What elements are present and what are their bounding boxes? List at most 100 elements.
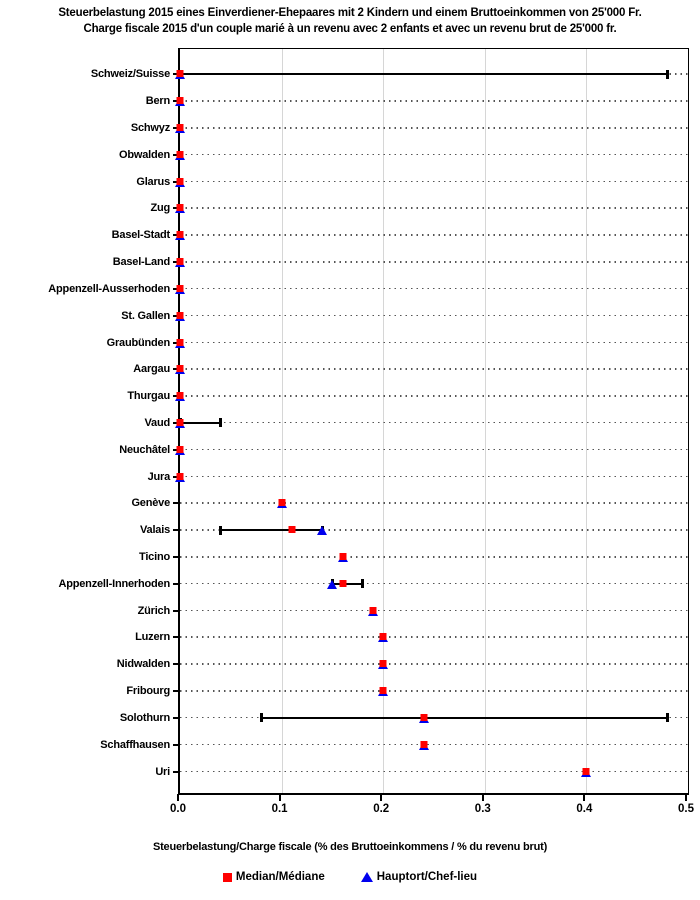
x-axis-tickmark (685, 794, 687, 801)
y-axis-tick (173, 556, 178, 559)
chart-row: Ticino (139, 544, 688, 571)
chart-row: St. Gallen (121, 302, 688, 329)
x-axis-tickmark (583, 794, 586, 801)
median-marker (176, 365, 184, 373)
median-marker (278, 499, 286, 507)
row-dotted-gridline (180, 368, 688, 370)
y-axis-tick (173, 529, 178, 532)
y-axis-tick (173, 636, 178, 639)
x-axis-tick-label: 0.1 (271, 803, 288, 815)
row-dotted-gridline (180, 475, 688, 478)
median-marker (176, 124, 184, 132)
chart-row: Fribourg (126, 678, 688, 705)
chart-row: Obwalden (119, 141, 688, 168)
vertical-gridline (586, 49, 588, 793)
median-marker (379, 633, 387, 641)
y-axis-tick (173, 663, 178, 666)
median-marker (339, 553, 347, 561)
median-marker (420, 713, 428, 721)
row-dotted-gridline (180, 690, 688, 692)
median-marker (420, 740, 428, 748)
chart-row: Jura (148, 463, 688, 490)
chart-row: Appenzell-Innerhoden (58, 570, 688, 597)
range-cap-max (219, 418, 223, 428)
median-marker (176, 338, 184, 346)
legend-item-hauptort: Hauptort/Chef-lieu (360, 871, 477, 883)
median-marker (176, 284, 184, 292)
x-axis-tickmark (278, 794, 281, 801)
vertical-gridline (383, 49, 385, 793)
median-marker (176, 392, 184, 400)
row-dotted-gridline (180, 529, 688, 531)
x-axis-tickmark (380, 794, 383, 801)
median-marker (176, 97, 184, 105)
median-marker (379, 687, 387, 695)
row-dotted-gridline (180, 234, 688, 236)
row-dotted-gridline (180, 636, 688, 638)
median-marker (176, 150, 184, 158)
row-dotted-gridline (180, 502, 688, 504)
chart-row: Solothurn (120, 705, 688, 732)
row-dotted-gridline (180, 100, 688, 102)
row-dotted-gridline (180, 287, 688, 290)
chart-row: Bern (146, 88, 688, 115)
row-label: Uri (155, 765, 170, 778)
row-dotted-gridline (180, 314, 688, 317)
range-cap-min (259, 713, 263, 723)
x-axis-tickmark (481, 794, 484, 801)
row-label: Vaud (144, 416, 171, 429)
x-axis-tick-label: 0.0 (170, 803, 186, 815)
chart-title-german: Steuerbelastung 2015 eines Einverdiener-… (58, 7, 642, 19)
row-label: Valais (140, 524, 170, 537)
row-label: Zürich (137, 604, 171, 617)
median-marker (176, 258, 184, 266)
row-label: Luzern (135, 631, 170, 644)
hauptort-triangle-icon (360, 872, 373, 882)
row-label: Schwyz (130, 122, 170, 135)
row-label: Ticino (139, 551, 170, 564)
row-label: Basel-Stadt (111, 229, 171, 242)
median-marker (288, 526, 296, 534)
hauptort-marker (317, 526, 328, 536)
row-label: Nidwalden (116, 658, 170, 671)
x-axis: 0.0 0.1 0.2 0.3 0.4 0.5 (170, 794, 694, 824)
row-label: St. Gallen (121, 309, 170, 322)
y-axis-tick (173, 770, 178, 773)
median-marker (582, 767, 590, 775)
row-label: Obwalden (119, 148, 170, 161)
median-marker (176, 70, 184, 78)
legend-label-median: Median/Médiane (235, 871, 325, 883)
median-marker (176, 445, 184, 453)
x-axis-tickmark (177, 794, 179, 801)
row-label: Appenzell-Innerhoden (58, 577, 170, 590)
row-dotted-gridline (180, 663, 688, 665)
median-marker (379, 660, 387, 668)
chart-row: Schweiz/Suisse (91, 61, 688, 88)
chart-row: Neuchâtel (119, 436, 688, 463)
row-dotted-gridline (180, 582, 688, 585)
chart-row: Schwyz (131, 115, 688, 142)
y-axis-tick (173, 502, 178, 505)
row-label: Thurgau (127, 390, 170, 403)
median-marker (176, 472, 184, 480)
legend-item-median: Median/Médiane (222, 871, 325, 883)
range-line (178, 418, 223, 428)
row-dotted-gridline (180, 743, 688, 746)
median-marker (369, 606, 377, 614)
chart-row: Vaud (145, 410, 688, 437)
row-label: Bern (145, 95, 170, 108)
x-axis-tick-label: 0.2 (373, 803, 390, 815)
row-dotted-gridline (180, 180, 688, 183)
x-axis-label: Steuerbelastung/Charge fiscale (% des Br… (152, 841, 548, 853)
row-label: Graubünden (106, 336, 171, 349)
row-dotted-gridline (180, 770, 688, 773)
row-label: Aargau (133, 363, 170, 376)
row-dotted-gridline (180, 609, 688, 612)
row-label: Genève (131, 497, 170, 510)
median-marker (176, 177, 184, 185)
range-line (259, 713, 670, 723)
chart-row: Appenzell-Ausserhoden (48, 276, 688, 303)
plot-area: Schweiz/Suisse Bern Schwyz Obwalden Glarus Zu… (48, 48, 689, 795)
vertical-gridline (281, 49, 283, 793)
